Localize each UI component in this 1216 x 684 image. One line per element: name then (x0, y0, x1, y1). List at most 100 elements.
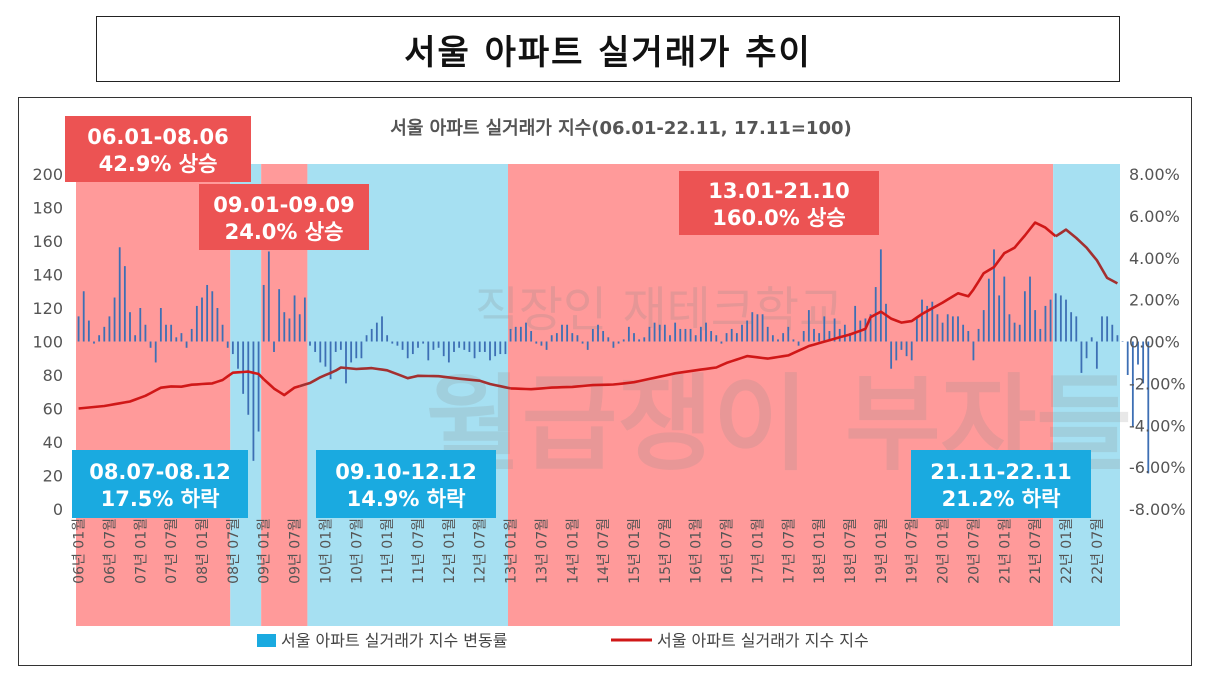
bar-69 (432, 341, 435, 350)
bar-74 (458, 341, 461, 348)
bar-204 (1126, 341, 1129, 375)
bar-88 (530, 331, 533, 342)
x-tick-label: 19년 01월 (874, 518, 890, 584)
bar-119 (689, 328, 692, 342)
x-tick-label: 10년 01월 (318, 518, 334, 584)
index-line-seg-2 (299, 366, 511, 390)
x-tick-label: 21년 07월 (1028, 518, 1044, 584)
annotation-up-1: 09.01-09.09 24.0% 상승 (199, 184, 369, 250)
x-tick-label: 21년 01월 (997, 518, 1013, 584)
bar-193 (1070, 312, 1073, 342)
bar-12 (139, 308, 142, 342)
bar-167 (936, 314, 939, 342)
bar-154 (869, 314, 872, 342)
bar-3 (93, 341, 95, 344)
bar-160 (900, 341, 903, 350)
x-tick-label: 20년 07월 (966, 518, 982, 584)
bar-82 (499, 341, 502, 355)
bar-203 (1121, 341, 1124, 342)
bar-177 (987, 278, 990, 342)
bar-65 (411, 341, 414, 355)
x-tick-label: 18년 07월 (843, 518, 859, 584)
x-tick-label: 13년 01월 (504, 518, 520, 584)
x-tick-label: 10년 07월 (349, 518, 365, 584)
bar-37 (267, 251, 270, 342)
bar-158 (890, 341, 893, 369)
bar-125 (720, 341, 723, 344)
bar-33 (247, 341, 250, 415)
bar-137 (782, 333, 785, 342)
annotation-up-0: 06.01-08.06 42.9% 상승 (65, 116, 251, 182)
bar-26 (211, 291, 214, 342)
x-tick-label: 14년 01월 (565, 518, 581, 584)
bar-178 (993, 249, 995, 342)
bar-147 (833, 318, 836, 342)
annotation-box (316, 450, 496, 518)
bar-206 (1137, 341, 1139, 365)
bar-89 (535, 341, 538, 344)
legend-line-label: 서울 아파트 실거래가 지수 지수 (657, 631, 869, 650)
bar-150 (849, 333, 851, 342)
right-tick-label: -2.00% (1129, 374, 1186, 393)
bar-176 (982, 310, 985, 342)
bar-43 (298, 314, 301, 342)
x-tick-label: 17년 01월 (750, 518, 766, 584)
right-tick-label: 2.00% (1129, 291, 1180, 310)
x-tick-label: 11년 01월 (380, 518, 396, 584)
bar-123 (710, 331, 713, 342)
bar-140 (797, 341, 800, 346)
left-tick-label: 40 (43, 433, 63, 452)
bar-99 (586, 341, 589, 350)
right-tick-label: -6.00% (1129, 458, 1186, 477)
bar-106 (622, 339, 625, 342)
bar-19 (175, 337, 178, 342)
bar-133 (761, 314, 764, 342)
bar-79 (483, 341, 486, 352)
bar-42 (293, 295, 296, 342)
x-tick-label: 06년 01월 (72, 518, 88, 584)
annotation-period: 06.01-08.06 (87, 125, 229, 149)
bar-18 (170, 324, 173, 342)
bar-48 (324, 341, 327, 367)
bar-127 (730, 328, 733, 342)
bar-92 (550, 335, 553, 342)
chart: 직장인 재테크학교 월급쟁이 부자들 020406080100120140160… (32, 116, 1186, 650)
bar-62 (396, 341, 399, 346)
annotation-period: 08.07-08.12 (89, 460, 231, 484)
bar-52 (345, 341, 347, 384)
bar-196 (1085, 341, 1088, 359)
bar-17 (165, 324, 167, 342)
x-tick-label: 07년 01월 (133, 518, 149, 584)
bar-195 (1080, 341, 1083, 373)
bar-156 (879, 249, 882, 342)
bar-186 (1034, 310, 1037, 342)
x-tick-label: 22년 01월 (1059, 518, 1075, 584)
bar-191 (1059, 295, 1062, 342)
left-tick-label: 160 (32, 232, 63, 251)
index-line-seg-4 (1055, 228, 1119, 285)
x-tick-label: 11년 07월 (411, 518, 427, 584)
left-tick-label: 20 (43, 467, 63, 486)
bar-151 (854, 305, 857, 342)
bar-149 (843, 324, 846, 342)
right-tick-label: -4.00% (1129, 416, 1186, 435)
bar-9 (123, 266, 126, 342)
bar-144 (818, 333, 821, 342)
bar-10 (129, 312, 131, 342)
band-up-4 (508, 164, 1054, 626)
bar-66 (417, 341, 419, 348)
bar-16 (159, 308, 162, 342)
bar-81 (494, 341, 497, 357)
x-tick-label: 22년 07월 (1090, 518, 1106, 584)
right-tick-label: 6.00% (1129, 207, 1180, 226)
x-tick-label: 07년 07월 (164, 518, 180, 584)
bar-24 (201, 297, 203, 342)
bar-54 (355, 341, 358, 359)
bar-64 (406, 341, 409, 359)
bar-78 (478, 341, 481, 352)
x-tick-label: 08년 01월 (195, 518, 211, 584)
bar-141 (802, 331, 805, 342)
bar-146 (828, 331, 831, 342)
bar-6 (108, 316, 111, 342)
bar-168 (941, 322, 944, 342)
